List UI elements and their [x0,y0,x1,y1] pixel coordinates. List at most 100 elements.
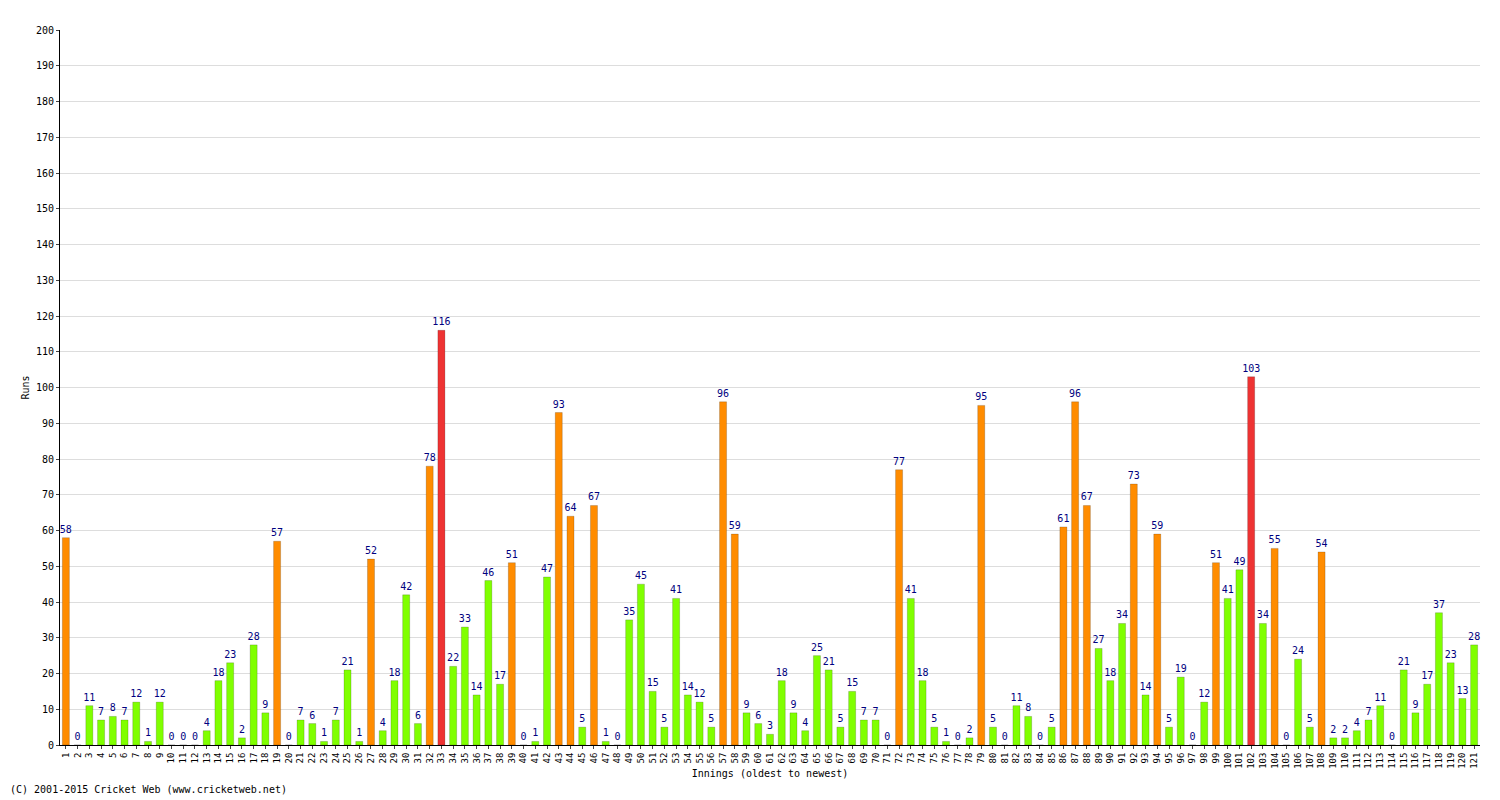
svg-text:42: 42 [400,581,412,592]
svg-text:77: 77 [953,753,963,764]
svg-text:7: 7 [131,753,141,758]
svg-text:103: 103 [1258,753,1268,769]
svg-text:62: 62 [777,753,787,764]
svg-text:5: 5 [931,713,937,724]
svg-text:48: 48 [612,753,622,764]
svg-text:38: 38 [495,753,505,764]
svg-text:120: 120 [1457,753,1467,769]
svg-text:4: 4 [1354,717,1360,728]
svg-text:117: 117 [1422,753,1432,769]
svg-text:29: 29 [389,753,399,764]
svg-text:46: 46 [589,753,599,764]
svg-text:2: 2 [1342,724,1348,735]
svg-text:28: 28 [378,753,388,764]
svg-text:31: 31 [413,753,423,764]
svg-text:6: 6 [309,710,315,721]
svg-text:119: 119 [1446,753,1456,769]
svg-text:45: 45 [577,753,587,764]
svg-text:23: 23 [224,649,236,660]
svg-text:70: 70 [871,753,881,764]
svg-text:93: 93 [553,399,565,410]
svg-text:8: 8 [1025,702,1031,713]
svg-text:9: 9 [744,699,750,710]
svg-text:64: 64 [564,502,576,513]
svg-text:49: 49 [624,753,634,764]
svg-text:58: 58 [60,524,72,535]
svg-text:58: 58 [730,753,740,764]
svg-text:27: 27 [1093,634,1105,645]
svg-text:80: 80 [988,753,998,764]
svg-text:21: 21 [341,656,353,667]
svg-text:12: 12 [190,753,200,764]
svg-text:56: 56 [706,753,716,764]
svg-text:1: 1 [943,727,949,738]
svg-text:17: 17 [1421,670,1433,681]
svg-text:79: 79 [976,753,986,764]
svg-text:17: 17 [494,670,506,681]
svg-text:36: 36 [472,753,482,764]
svg-text:6: 6 [415,710,421,721]
svg-text:14: 14 [1140,681,1152,692]
svg-text:25: 25 [342,753,352,764]
svg-text:88: 88 [1082,753,1092,764]
svg-text:0: 0 [48,740,54,751]
svg-text:76: 76 [941,753,951,764]
svg-text:78: 78 [964,753,974,764]
svg-text:7: 7 [1365,706,1371,717]
svg-text:1: 1 [356,727,362,738]
svg-text:95: 95 [1164,753,1174,764]
svg-text:114: 114 [1387,753,1397,769]
svg-text:14: 14 [471,681,483,692]
svg-text:200: 200 [36,25,54,36]
svg-text:150: 150 [36,203,54,214]
svg-text:18: 18 [212,667,224,678]
svg-text:7: 7 [98,706,104,717]
svg-text:51: 51 [648,753,658,764]
svg-text:66: 66 [824,753,834,764]
svg-text:12: 12 [694,688,706,699]
svg-text:116: 116 [1410,753,1420,769]
svg-text:42: 42 [542,753,552,764]
svg-text:67: 67 [588,491,600,502]
svg-text:34: 34 [1116,609,1128,620]
svg-text:140: 140 [36,239,54,250]
svg-text:1: 1 [61,753,71,758]
svg-text:Innings (oldest to newest): Innings (oldest to newest) [692,768,849,779]
svg-text:20: 20 [284,753,294,764]
svg-text:113: 113 [1375,753,1385,769]
svg-text:9: 9 [262,699,268,710]
svg-text:35: 35 [623,606,635,617]
svg-text:5: 5 [708,713,714,724]
svg-text:109: 109 [1328,753,1338,769]
svg-text:24: 24 [331,753,341,764]
svg-text:0: 0 [1002,731,1008,742]
svg-text:1: 1 [603,727,609,738]
svg-text:18: 18 [1104,667,1116,678]
svg-text:73: 73 [906,753,916,764]
svg-text:55: 55 [695,753,705,764]
svg-text:15: 15 [846,677,858,688]
svg-text:39: 39 [507,753,517,764]
svg-text:0: 0 [1037,731,1043,742]
svg-text:12: 12 [154,688,166,699]
svg-text:94: 94 [1152,753,1162,764]
svg-text:82: 82 [1011,753,1021,764]
svg-text:12: 12 [130,688,142,699]
svg-text:13: 13 [1456,685,1468,696]
svg-text:0: 0 [521,731,527,742]
svg-text:0: 0 [884,731,890,742]
svg-text:23: 23 [319,753,329,764]
svg-text:15: 15 [647,677,659,688]
svg-text:64: 64 [800,753,810,764]
svg-text:47: 47 [601,753,611,764]
svg-text:103: 103 [1242,363,1260,374]
svg-text:55: 55 [1269,534,1281,545]
svg-text:90: 90 [1105,753,1115,764]
svg-text:80: 80 [42,454,54,465]
svg-text:52: 52 [365,545,377,556]
svg-text:6: 6 [755,710,761,721]
svg-text:5: 5 [1307,713,1313,724]
svg-text:180: 180 [36,96,54,107]
svg-text:30: 30 [42,632,54,643]
svg-text:0: 0 [1389,731,1395,742]
